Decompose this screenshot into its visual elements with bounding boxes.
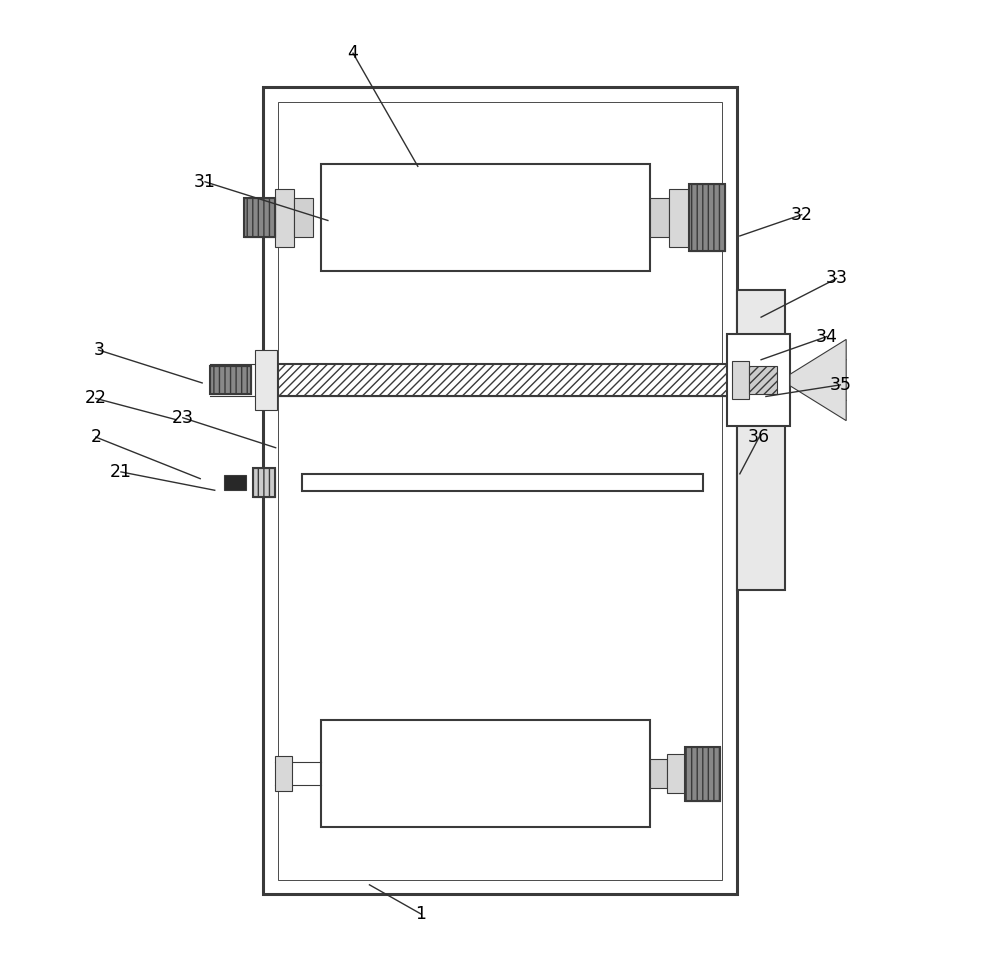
Bar: [263, 87, 737, 894]
Bar: [302, 474, 703, 491]
Polygon shape: [790, 339, 846, 421]
Text: 4: 4: [348, 44, 358, 62]
Bar: [727, 334, 790, 425]
Bar: [210, 366, 251, 394]
Bar: [650, 198, 669, 237]
Text: 3: 3: [93, 341, 104, 359]
Bar: [667, 754, 685, 793]
Text: 32: 32: [791, 206, 813, 223]
Text: 2: 2: [90, 428, 101, 446]
Bar: [224, 475, 246, 490]
Text: 21: 21: [110, 463, 132, 481]
Text: 35: 35: [829, 376, 851, 394]
Bar: [321, 164, 650, 271]
Bar: [294, 198, 313, 237]
Bar: [650, 759, 667, 788]
Bar: [685, 747, 720, 801]
Bar: [244, 198, 275, 237]
Text: 33: 33: [826, 270, 848, 287]
Text: 34: 34: [816, 328, 838, 345]
Bar: [737, 290, 785, 590]
Bar: [210, 366, 251, 394]
Text: 36: 36: [748, 428, 770, 446]
Text: 23: 23: [172, 409, 194, 426]
Text: 31: 31: [194, 173, 216, 190]
Bar: [749, 366, 777, 394]
Bar: [685, 747, 720, 801]
Bar: [275, 756, 292, 791]
Bar: [278, 364, 732, 396]
Bar: [244, 198, 275, 237]
Text: 1: 1: [415, 905, 426, 923]
Bar: [669, 189, 689, 247]
Bar: [321, 720, 650, 827]
Bar: [732, 361, 749, 399]
Bar: [253, 468, 275, 497]
Bar: [278, 102, 722, 880]
Bar: [689, 184, 725, 251]
Bar: [255, 350, 277, 410]
Text: 22: 22: [85, 390, 107, 407]
Bar: [689, 184, 725, 251]
Bar: [253, 468, 275, 497]
Bar: [275, 189, 294, 247]
